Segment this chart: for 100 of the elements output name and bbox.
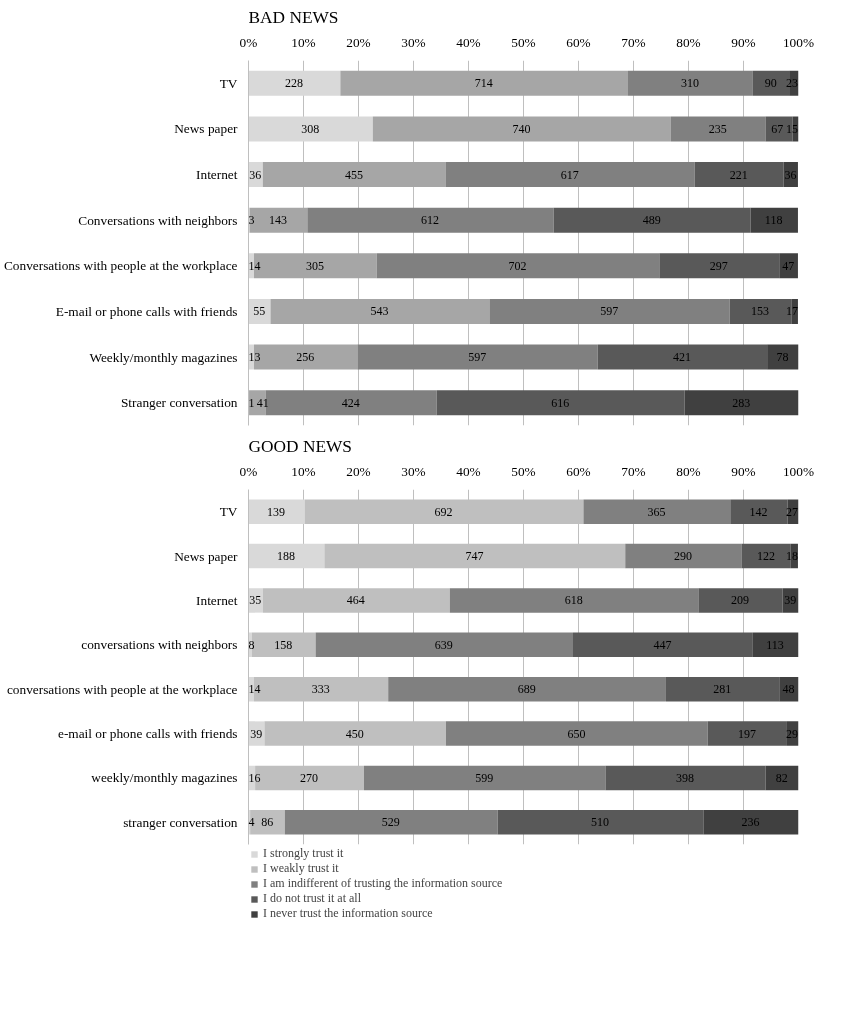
x-tick-label: 60% (566, 463, 591, 479)
annotation: 421 (673, 350, 691, 365)
annotation: 153 (751, 304, 770, 319)
y-tick-label: conversations with people at the workplace (6, 681, 238, 697)
annotation: 36 (784, 167, 797, 182)
annotation: 113 (766, 637, 784, 652)
annotation: 188 (277, 549, 295, 564)
x-tick-label: 50% (511, 463, 536, 479)
annotation: 714 (474, 76, 493, 91)
y-tick-label: conversations with neighbors (81, 637, 238, 653)
annotation: 142 (749, 504, 768, 519)
annotation: 8 (248, 637, 255, 652)
y-tick-label: TV (219, 75, 238, 91)
annotation: 281 (713, 682, 732, 697)
x-tick-label: 80% (676, 463, 701, 479)
annotation: 41 (256, 395, 269, 410)
annotation: 290 (674, 549, 693, 564)
x-tick-label: 0% (239, 463, 258, 479)
annotation: 283 (732, 395, 751, 410)
annotation: 398 (676, 770, 695, 785)
annotation: 236 (741, 815, 760, 830)
annotation: 82 (775, 770, 788, 785)
annotation: 35 (249, 593, 262, 608)
legend-label: I strongly trust it (263, 846, 344, 861)
annotation: 455 (344, 167, 363, 182)
annotation: 86 (261, 815, 274, 830)
annotation: 3 (248, 213, 255, 228)
y-tick-label: E-mail or phone calls with friends (55, 303, 238, 319)
legend-label: I weakly trust it (263, 861, 339, 876)
annotation: 618 (564, 593, 583, 608)
annotation: 612 (421, 213, 440, 228)
chart-title: GOOD NEWS (248, 436, 352, 456)
annotation: 510 (591, 815, 610, 830)
annotation: 599 (475, 770, 494, 785)
x-tick-label: 40% (456, 34, 481, 50)
annotation: 365 (647, 504, 666, 519)
annotation: 39 (250, 726, 263, 741)
annotation: 67 (771, 121, 784, 136)
annotation: 118 (764, 213, 783, 228)
annotation: 197 (737, 726, 756, 741)
x-tick-label: 90% (731, 463, 756, 479)
x-tick-label: 70% (621, 34, 646, 50)
annotation: 139 (267, 504, 286, 519)
y-tick-label: Stranger conversation (120, 395, 238, 411)
annotation: 14 (248, 682, 261, 697)
annotation: 36 (249, 167, 262, 182)
annotation: 740 (512, 121, 531, 136)
annotation: 747 (465, 549, 484, 564)
x-tick-label: 10% (291, 34, 316, 50)
y-tick-label: e-mail or phone calls with friends (57, 726, 238, 742)
y-tick-label: Weekly/monthly magazines (89, 349, 238, 365)
x-tick-label: 100% (782, 463, 815, 479)
annotation: 17 (785, 304, 798, 319)
annotation: 617 (560, 167, 579, 182)
x-tick-label: 90% (731, 34, 756, 50)
x-tick-label: 30% (401, 463, 426, 479)
annotation: 78 (776, 350, 789, 365)
annotation: 597 (600, 304, 619, 319)
x-tick-label: 70% (621, 463, 646, 479)
annotation: 639 (434, 637, 453, 652)
annotation: 543 (370, 304, 389, 319)
x-tick-label: 30% (401, 34, 426, 50)
annotation: 616 (551, 395, 570, 410)
x-tick-label: 80% (676, 34, 701, 50)
x-tick-label: 40% (456, 463, 481, 479)
annotation: 270 (300, 770, 319, 785)
annotation: 256 (296, 350, 315, 365)
chart-title: BAD NEWS (248, 7, 339, 27)
annotation: 122 (756, 549, 775, 564)
annotation: 529 (381, 815, 400, 830)
annotation: 55 (253, 304, 266, 319)
annotation: 158 (274, 637, 293, 652)
legend-label: I am indifferent of trusting the information source (263, 876, 503, 891)
annotation: 235 (708, 121, 727, 136)
annotation: 692 (434, 504, 453, 519)
legend-label: I do not trust it at all (263, 891, 361, 906)
x-tick-label: 60% (566, 34, 591, 50)
annotation: 305 (305, 258, 324, 273)
annotation: 1 (248, 395, 255, 410)
annotation: 39 (784, 593, 797, 608)
y-tick-label: weekly/monthly magazines (91, 770, 238, 786)
annotation: 16 (248, 770, 261, 785)
annotation: 13 (248, 350, 261, 365)
annotation: 23 (785, 76, 798, 91)
x-tick-label: 10% (291, 463, 316, 479)
y-tick-label: News paper (174, 121, 239, 137)
annotation: 450 (345, 726, 364, 741)
annotation: 447 (653, 637, 672, 652)
x-tick-label: 100% (782, 34, 815, 50)
x-tick-label: 20% (346, 463, 371, 479)
annotation: 228 (284, 76, 303, 91)
annotation: 14 (248, 258, 261, 273)
annotation: 4 (248, 815, 255, 830)
legend-label: I never trust the information source (263, 906, 433, 921)
annotation: 650 (567, 726, 586, 741)
x-tick-label: 50% (511, 34, 536, 50)
x-tick-label: 20% (346, 34, 371, 50)
annotation: 308 (301, 121, 320, 136)
annotation: 48 (782, 682, 795, 697)
annotation: 47 (782, 258, 795, 273)
